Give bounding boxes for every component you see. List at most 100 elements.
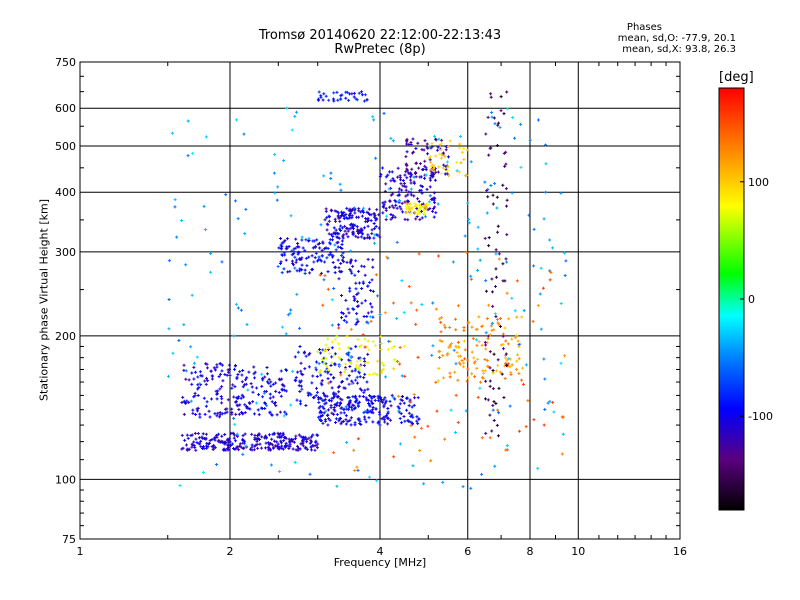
data-point: [264, 389, 268, 393]
data-point: [405, 396, 409, 400]
data-point: [269, 441, 273, 445]
data-point: [432, 207, 436, 211]
data-point: [379, 342, 383, 346]
data-point: [520, 378, 524, 382]
data-point: [342, 407, 346, 411]
data-point: [426, 208, 430, 212]
data-point: [374, 273, 378, 277]
y-tick-label: 750: [55, 56, 76, 69]
colorbar-tick-label: -100: [748, 410, 773, 423]
data-point: [326, 287, 330, 291]
data-point: [205, 400, 209, 404]
data-point: [439, 148, 443, 152]
data-point: [354, 378, 358, 382]
data-point: [341, 234, 345, 238]
data-point: [311, 239, 315, 243]
data-point: [488, 436, 492, 440]
data-point: [429, 155, 433, 159]
data-point: [339, 411, 343, 415]
data-point: [189, 345, 193, 349]
data-point: [299, 379, 303, 383]
data-point: [268, 392, 272, 396]
data-point: [399, 412, 403, 416]
data-point: [466, 321, 470, 325]
data-point: [419, 426, 423, 430]
data-point: [252, 412, 256, 416]
data-point: [380, 368, 384, 372]
data-point: [184, 443, 188, 447]
data-point: [489, 95, 493, 99]
data-point: [346, 396, 350, 400]
data-point: [495, 206, 499, 210]
data-point: [205, 362, 209, 366]
data-point: [393, 215, 397, 219]
data-point: [366, 284, 370, 288]
data-point: [338, 397, 342, 401]
data-point: [213, 438, 217, 442]
data-point: [319, 409, 323, 413]
data-point: [173, 198, 177, 202]
data-point: [505, 363, 509, 367]
data-point: [391, 139, 395, 143]
data-point: [373, 212, 377, 216]
data-point: [409, 414, 413, 418]
data-point: [323, 398, 327, 402]
data-point: [402, 401, 406, 405]
data-point: [397, 199, 401, 203]
data-point: [411, 464, 415, 468]
data-point: [293, 437, 297, 441]
data-point: [539, 327, 543, 331]
data-point: [335, 401, 339, 405]
data-point: [277, 391, 281, 395]
data-point: [429, 164, 433, 168]
data-point: [458, 146, 462, 150]
data-point: [392, 206, 396, 210]
data-point: [333, 338, 337, 342]
data-point: [328, 238, 332, 242]
data-point: [440, 141, 444, 145]
data-point: [496, 408, 500, 412]
data-point: [438, 349, 442, 353]
data-point: [291, 447, 295, 451]
data-point: [536, 466, 540, 470]
data-point: [389, 136, 393, 140]
data-point: [342, 419, 346, 423]
data-point: [300, 256, 304, 260]
data-point: [296, 350, 300, 354]
data-point: [343, 229, 347, 233]
data-point: [492, 328, 496, 332]
data-point: [202, 396, 206, 400]
data-point: [332, 232, 336, 236]
data-point: [454, 344, 458, 348]
data-point: [476, 268, 480, 272]
data-point: [236, 445, 240, 449]
data-point: [490, 429, 494, 433]
data-point: [345, 441, 349, 445]
data-point: [352, 448, 356, 452]
data-point: [295, 444, 299, 448]
data-point: [307, 353, 311, 357]
data-point: [447, 155, 451, 159]
data-point: [350, 271, 354, 275]
phase-stats-heading: Phases: [626, 22, 662, 33]
data-point: [391, 301, 395, 305]
data-point: [340, 398, 344, 402]
data-point: [420, 191, 424, 195]
data-point: [218, 387, 222, 391]
data-point: [269, 384, 273, 388]
data-point: [256, 408, 260, 412]
data-point: [273, 402, 277, 406]
data-point: [201, 432, 205, 436]
data-point: [330, 355, 334, 359]
data-point: [360, 214, 364, 218]
data-point: [304, 403, 308, 407]
data-point: [350, 216, 354, 220]
data-point: [357, 368, 361, 372]
data-point: [368, 236, 372, 240]
data-point: [432, 198, 436, 202]
data-point: [410, 205, 414, 209]
data-point: [300, 387, 304, 391]
data-point: [206, 445, 210, 449]
data-point: [532, 264, 536, 268]
